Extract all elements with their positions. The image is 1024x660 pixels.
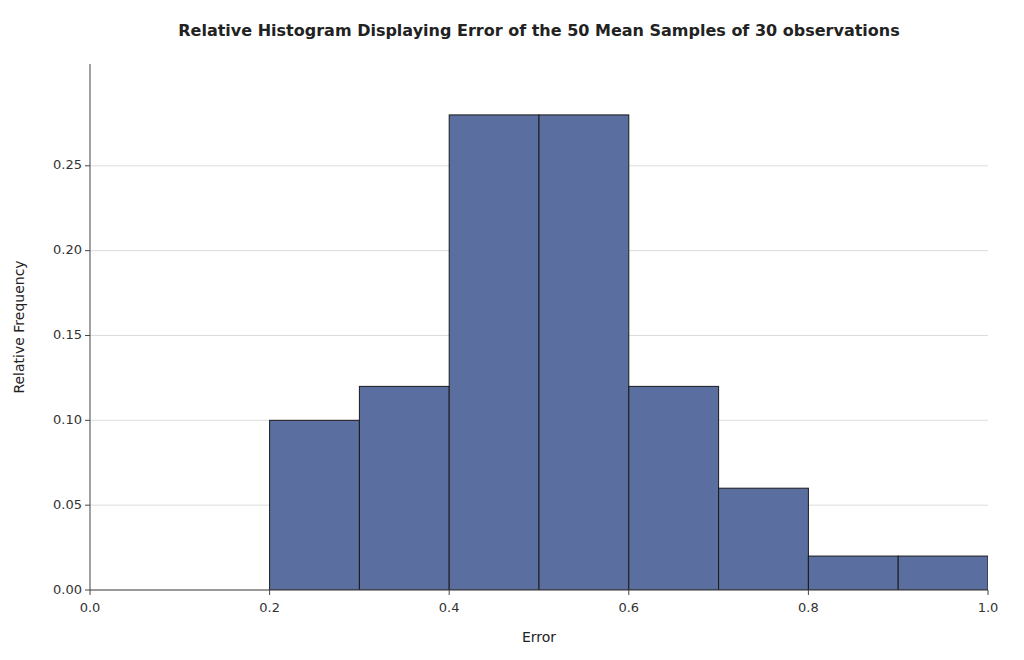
histogram-bar <box>359 386 449 590</box>
histogram-bar <box>719 488 809 590</box>
y-axis-label: Relative Frequency <box>11 260 27 393</box>
x-tick <box>628 590 629 595</box>
histogram-bar <box>898 556 988 590</box>
y-tick-label: 0.05 <box>53 497 82 512</box>
y-tick <box>85 420 90 421</box>
x-tick-label: 1.0 <box>978 600 999 615</box>
y-tick-label: 0.10 <box>53 412 82 427</box>
histogram-bar <box>270 420 360 590</box>
x-axis-label: Error <box>522 629 556 645</box>
x-tick <box>808 590 809 595</box>
x-tick <box>449 590 450 595</box>
y-tick <box>85 250 90 251</box>
x-tick <box>988 590 989 595</box>
x-tick <box>269 590 270 595</box>
histogram-bar <box>449 115 539 590</box>
x-tick-label: 0.8 <box>798 600 819 615</box>
y-tick <box>85 335 90 336</box>
x-tick <box>90 590 91 595</box>
chart: Relative Histogram Displaying Error of t… <box>0 0 1024 660</box>
y-tick-label: 0.20 <box>53 242 82 257</box>
y-tick-label: 0.00 <box>53 582 82 597</box>
x-tick-label: 0.6 <box>618 600 639 615</box>
x-tick-label: 0.4 <box>439 600 460 615</box>
y-tick-label: 0.15 <box>53 327 82 342</box>
y-tick-label: 0.25 <box>53 157 82 172</box>
title: Relative Histogram Displaying Error of t… <box>178 21 899 40</box>
grid-line <box>90 590 988 591</box>
x-tick-label: 0.0 <box>80 600 101 615</box>
y-axis-line <box>90 64 91 590</box>
x-axis-line <box>90 590 988 591</box>
y-tick <box>85 505 90 506</box>
y-tick <box>85 165 90 166</box>
y-tick <box>85 590 90 591</box>
x-tick-label: 0.2 <box>259 600 280 615</box>
histogram-bar <box>539 115 629 590</box>
histogram-bar <box>808 556 898 590</box>
bars <box>270 115 988 590</box>
histogram-bar <box>629 386 719 590</box>
